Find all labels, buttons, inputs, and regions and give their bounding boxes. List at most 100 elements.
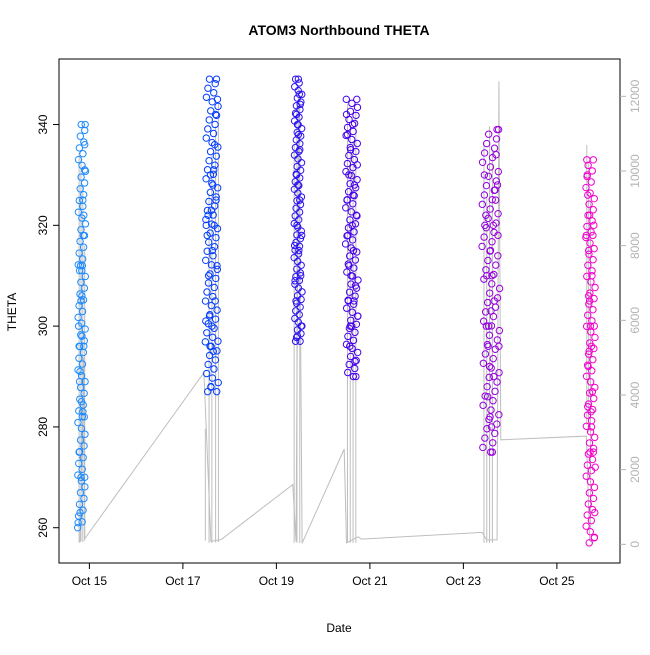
data-point bbox=[296, 105, 304, 114]
data-point bbox=[349, 191, 357, 199]
data-point bbox=[295, 242, 304, 250]
data-point bbox=[74, 208, 83, 216]
data-point bbox=[76, 488, 85, 497]
data-point bbox=[78, 261, 87, 270]
y2-tick-label: 8000 bbox=[628, 232, 642, 259]
data-point bbox=[292, 297, 300, 305]
data-point bbox=[585, 250, 593, 258]
data-point bbox=[81, 167, 90, 175]
data-point bbox=[589, 206, 597, 214]
data-point bbox=[77, 331, 85, 339]
data-point bbox=[351, 364, 359, 373]
data-point bbox=[211, 120, 219, 129]
data-point bbox=[345, 288, 354, 296]
data-point bbox=[584, 292, 593, 300]
data-point bbox=[493, 125, 501, 134]
data-point bbox=[297, 124, 306, 133]
data-point bbox=[344, 188, 353, 196]
data-point bbox=[204, 238, 213, 246]
data-point bbox=[488, 195, 496, 204]
data-point bbox=[75, 354, 83, 362]
data-point bbox=[480, 191, 489, 199]
data-point bbox=[494, 210, 502, 218]
data-point bbox=[76, 237, 84, 246]
data-point bbox=[591, 508, 599, 517]
data-point bbox=[483, 425, 491, 433]
data-point bbox=[203, 329, 211, 337]
data-point bbox=[204, 360, 212, 369]
data-point bbox=[591, 333, 599, 342]
data-point bbox=[491, 429, 499, 438]
data-point bbox=[589, 156, 598, 164]
data-point bbox=[76, 185, 84, 193]
data-point bbox=[211, 315, 220, 323]
data-point bbox=[584, 403, 592, 411]
data-point bbox=[487, 364, 495, 372]
data-point bbox=[203, 387, 212, 396]
y2-tick-label: 10000 bbox=[628, 154, 642, 188]
data-point bbox=[348, 99, 356, 108]
data-point bbox=[489, 439, 497, 447]
data-point bbox=[353, 212, 361, 220]
data-point bbox=[495, 326, 504, 335]
x-tick-label: Oct 25 bbox=[539, 574, 575, 588]
data-point bbox=[346, 352, 355, 361]
data-point bbox=[209, 211, 217, 219]
data-point bbox=[483, 272, 491, 280]
data-point bbox=[205, 197, 213, 206]
data-point bbox=[78, 360, 87, 368]
data-point bbox=[584, 161, 592, 170]
data-point bbox=[582, 472, 590, 480]
data-point bbox=[488, 238, 496, 246]
data-point bbox=[81, 140, 89, 149]
data-point bbox=[582, 322, 591, 331]
data-point bbox=[202, 221, 210, 230]
data-point bbox=[293, 332, 302, 340]
data-point bbox=[202, 93, 211, 101]
data-point bbox=[347, 322, 356, 330]
data-point bbox=[297, 322, 305, 330]
data-point bbox=[75, 249, 83, 257]
x-axis-label: Date bbox=[326, 621, 352, 635]
data-point bbox=[587, 228, 595, 236]
data-point bbox=[351, 256, 360, 264]
data-point bbox=[352, 356, 360, 365]
data-point bbox=[209, 129, 218, 138]
data-point bbox=[349, 372, 358, 381]
data-point bbox=[210, 166, 218, 174]
data-point bbox=[353, 95, 361, 104]
data-point bbox=[213, 387, 221, 396]
data-point bbox=[590, 221, 598, 230]
data-point bbox=[354, 312, 362, 320]
data-point bbox=[588, 455, 597, 464]
data-point bbox=[342, 131, 350, 140]
data-point bbox=[344, 332, 352, 341]
data-point bbox=[492, 177, 500, 185]
y-tick-label: 260 bbox=[36, 517, 50, 537]
data-point bbox=[487, 322, 496, 330]
data-point bbox=[342, 95, 350, 104]
secondary-series-line bbox=[79, 81, 594, 544]
data-point bbox=[583, 461, 592, 469]
data-point bbox=[205, 312, 214, 320]
data-point bbox=[78, 307, 87, 316]
data-point bbox=[202, 369, 211, 378]
data-point bbox=[79, 453, 87, 462]
data-point bbox=[75, 196, 83, 205]
data-point bbox=[207, 261, 216, 269]
data-point bbox=[591, 463, 599, 471]
data-point bbox=[293, 291, 302, 300]
series-4 bbox=[478, 125, 504, 456]
data-point bbox=[79, 150, 87, 158]
data-point bbox=[348, 308, 356, 316]
data-point bbox=[77, 424, 86, 433]
data-point bbox=[294, 189, 302, 197]
data-point bbox=[204, 211, 212, 219]
data-point bbox=[582, 422, 591, 430]
data-point bbox=[353, 139, 361, 148]
data-point bbox=[585, 297, 594, 305]
data-point bbox=[202, 317, 210, 325]
data-point bbox=[205, 156, 213, 165]
data-point bbox=[208, 246, 217, 255]
y-axis-right: 0 2000 4000 6000 8000 10000 12000 bbox=[620, 79, 642, 548]
